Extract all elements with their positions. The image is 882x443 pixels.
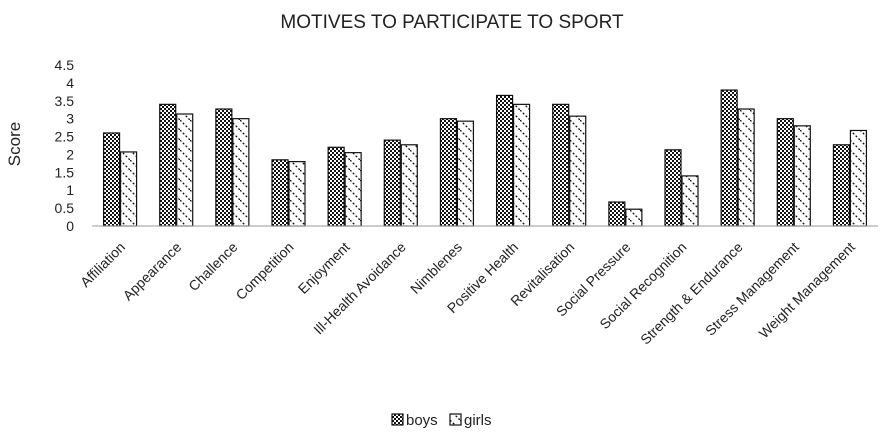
- legend: boys girls: [391, 412, 492, 429]
- bar-boys: [215, 108, 233, 227]
- bar-group: [552, 103, 587, 227]
- bar-boys: [439, 118, 458, 227]
- bar-boys: [832, 144, 851, 227]
- bar-boys: [495, 94, 514, 227]
- x-tick-label: Stress Management: [702, 239, 802, 339]
- bar-group: [327, 146, 362, 227]
- bar-group: [776, 118, 811, 227]
- bar-girls: [569, 115, 587, 227]
- x-tick-label: Ill-Health Avoidance: [310, 239, 409, 338]
- bar-girls: [232, 118, 250, 227]
- bar-girls: [793, 125, 811, 227]
- bar-girls: [119, 151, 138, 227]
- x-tick-label: Strength & Endurance: [637, 239, 746, 348]
- y-tick-label: 2: [66, 146, 74, 162]
- bar-group: [383, 139, 418, 227]
- bar-girls: [512, 103, 531, 227]
- legend-swatch-boys: [391, 413, 404, 426]
- bar-girls: [288, 161, 306, 227]
- bar-group: [832, 129, 868, 227]
- bar-boys: [776, 118, 794, 227]
- bar-boys: [552, 103, 570, 227]
- y-tick-label: 0: [66, 218, 74, 234]
- bar-girls: [681, 175, 699, 227]
- bar-girls: [344, 152, 362, 227]
- bar-girls: [176, 113, 194, 227]
- bar-girls: [625, 208, 643, 227]
- bar-group: [495, 94, 531, 227]
- bar-group: [271, 159, 306, 227]
- y-tick-label: 3: [66, 111, 74, 127]
- x-tick-label: Challence: [185, 239, 240, 294]
- bar-boys: [159, 103, 177, 227]
- bar-girls: [849, 129, 868, 227]
- x-tick-label: Appearance: [120, 239, 185, 304]
- legend-item-girls: girls: [449, 412, 492, 429]
- bar-group: [608, 201, 643, 227]
- bar-boys: [327, 146, 345, 227]
- bar-boys: [608, 201, 626, 227]
- bar-boys: [102, 132, 121, 227]
- y-tick-label: 4.5: [55, 57, 75, 73]
- bar-boys: [383, 139, 401, 227]
- bar-boys: [664, 149, 682, 227]
- x-tick-label: Weight Management: [756, 239, 859, 342]
- x-tick-label: Affiliation: [77, 239, 128, 290]
- plot-area: [102, 89, 868, 227]
- y-tick-label: 1: [66, 182, 74, 198]
- x-tick-label: Competition: [232, 239, 296, 303]
- bar-girls: [456, 120, 475, 227]
- bar-group: [720, 89, 755, 227]
- bar-group: [159, 103, 194, 227]
- y-axis-label: Score: [5, 122, 24, 166]
- y-tick-label: 2.5: [55, 129, 75, 145]
- bar-group: [439, 118, 475, 227]
- bar-group: [215, 108, 250, 227]
- bar-girls: [400, 144, 418, 227]
- y-axis: 0 0.5 1 1.5 22.5 3 3.5 4 4.5: [55, 57, 75, 234]
- legend-label-boys: boys: [406, 412, 438, 429]
- y-tick-label: 3.5: [55, 93, 75, 109]
- bar-group: [664, 149, 699, 227]
- y-tick-label: 4: [66, 75, 74, 91]
- bar-boys: [720, 89, 738, 227]
- legend-label-girls: girls: [464, 412, 492, 429]
- bar-girls: [737, 108, 755, 227]
- x-tick-label: Nimblenes: [407, 239, 465, 297]
- bar-group: [102, 132, 138, 227]
- y-tick-label: 0.5: [55, 200, 75, 216]
- y-tick-label: 1.5: [55, 164, 75, 180]
- bar-boys: [271, 159, 289, 227]
- legend-item-boys: boys: [391, 412, 438, 429]
- legend-swatch-girls: [449, 413, 462, 426]
- chart-title: MOTIVES TO PARTICIPATE TO SPORT: [280, 12, 624, 33]
- x-tick-label: Enjoyment: [295, 239, 353, 297]
